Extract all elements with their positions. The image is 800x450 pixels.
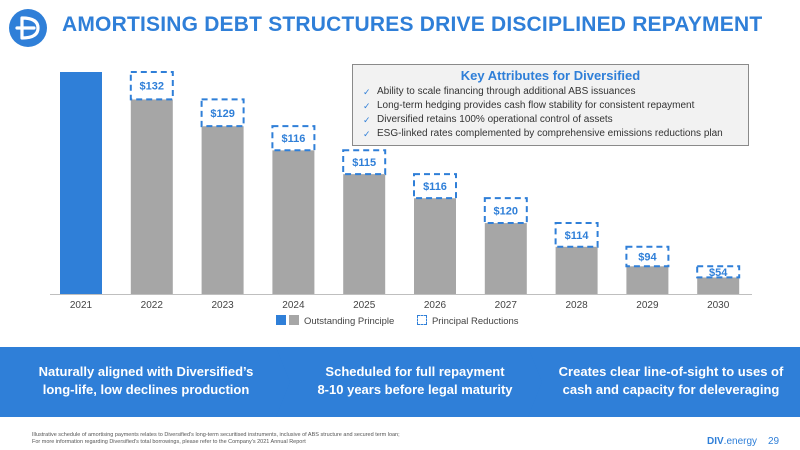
reduction-box-2023 — [200, 98, 245, 128]
outstanding-bar-2027 — [484, 223, 527, 294]
data-label-2027: $120 — [494, 206, 518, 218]
brand-wordmark: DIV.energy — [707, 436, 758, 447]
data-label-2025: $115 — [352, 157, 376, 169]
check-icon: ✓ — [363, 129, 371, 139]
x-tick-label-2022: 2022 — [141, 300, 164, 311]
outstanding-bar-2022 — [130, 99, 173, 294]
page-number: 29 — [768, 436, 780, 447]
slide-header: AMORTISING DEBT STRUCTURES DRIVE DISCIPL… — [0, 0, 800, 54]
banner-chevron-2 — [276, 347, 544, 417]
reduction-box-2029 — [625, 245, 670, 268]
banner-text-3: Creates clear line-of-sight to uses of ca… — [558, 364, 784, 397]
outstanding-bar-2028 — [555, 246, 598, 294]
reduction-box-2024 — [271, 125, 316, 152]
outstanding-bar-2025 — [343, 174, 386, 294]
footnote: Illustrative schedule of amortising paym… — [32, 432, 400, 445]
banner-chevron-1 — [0, 347, 292, 417]
check-icon: ✓ — [363, 87, 371, 97]
data-label-2030: $54 — [709, 267, 728, 279]
check-icon: ✓ — [363, 101, 371, 111]
reduction-box-2028 — [554, 222, 599, 248]
list-item: ✓ ESG-linked rates complemented by compre… — [363, 128, 723, 139]
banner-text-2: Scheduled for full repayment 8-10 years b… — [317, 364, 513, 397]
page-title: AMORTISING DEBT STRUCTURES DRIVE DISCIPL… — [62, 13, 763, 36]
x-tick-label-2028: 2028 — [565, 300, 588, 311]
list-item: ✓ Diversified retains 100% operational co… — [363, 114, 613, 125]
outstanding-bar-2024 — [272, 150, 315, 294]
x-tick-label-2023: 2023 — [211, 300, 234, 311]
x-tick-label-2027: 2027 — [495, 300, 518, 311]
data-label-2029: $94 — [638, 251, 657, 263]
x-tick-label-2024: 2024 — [282, 300, 305, 311]
data-label-2022: $132 — [140, 81, 164, 93]
summary-banner — [0, 347, 800, 417]
x-tick-label-2029: 2029 — [636, 300, 659, 311]
chart-legend: Outstanding Principle Principal Reductio… — [276, 315, 519, 329]
reduction-box-2022 — [129, 71, 174, 101]
legend-swatch-blue — [276, 315, 286, 325]
reduction-box-2025 — [342, 149, 387, 176]
banner-chevron-3 — [528, 347, 800, 417]
key-attributes-list: ✓ Ability to scale financing through addi… — [361, 85, 740, 141]
data-label-2028: $114 — [565, 230, 590, 242]
x-tick-label-2030: 2030 — [707, 300, 730, 311]
legend-swatch-gray — [289, 315, 299, 325]
outstanding-bar-2021 — [60, 72, 102, 294]
x-tick-label-2021: 2021 — [70, 300, 93, 311]
data-label-2026: $116 — [423, 181, 447, 193]
reduction-box-2026 — [413, 173, 457, 200]
data-label-2023: $129 — [210, 108, 234, 120]
key-attributes-box: Key Attributes for Diversified ✓ Ability … — [352, 64, 749, 146]
x-tick-label-2026: 2026 — [424, 300, 447, 311]
reduction-box-2027 — [483, 197, 528, 225]
reduction-box-2030 — [696, 265, 741, 279]
diversified-logo-icon — [9, 9, 47, 47]
legend-swatch-dashed — [416, 315, 427, 325]
check-icon: ✓ — [363, 115, 371, 125]
outstanding-bar-2029 — [626, 266, 669, 294]
data-label-2024: $116 — [281, 133, 305, 145]
outstanding-bar-2026 — [414, 198, 456, 294]
key-attributes-title: Key Attributes for Diversified — [460, 68, 641, 83]
legend-label-reductions: Principal Reductions — [431, 316, 519, 327]
legend-label-outstanding: Outstanding Principle — [304, 316, 395, 327]
list-item: ✓ Ability to scale financing through addi… — [363, 86, 636, 97]
x-tick-label-2025: 2025 — [353, 300, 376, 311]
amortisation-bar-chart: 2021 $132 2022 $129 2023 $116 2024 $115 2025 $116… — [50, 71, 752, 311]
list-item: ✓ Long-term hedging provides cash flow st… — [363, 100, 695, 111]
banner-text-1: Naturally aligned with Diversified’s long… — [38, 364, 254, 397]
outstanding-bar-2030 — [697, 277, 740, 294]
outstanding-bar-2023 — [201, 126, 244, 295]
